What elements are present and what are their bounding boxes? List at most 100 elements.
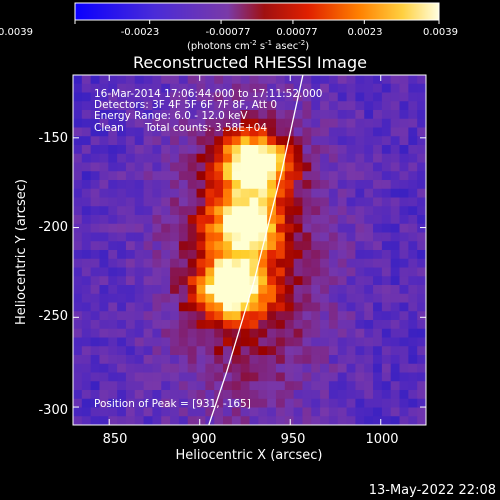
heatmap-cell	[355, 223, 365, 234]
heatmap-cell	[196, 302, 206, 312]
heatmap-cell	[214, 258, 224, 269]
heatmap-cell	[205, 372, 215, 382]
heatmap-cell	[134, 153, 145, 164]
heatmap-cell	[408, 136, 418, 146]
heatmap-cell	[81, 320, 92, 330]
heatmap-cell	[231, 215, 242, 225]
heatmap-cell	[302, 407, 312, 417]
heatmap-cell	[161, 188, 171, 199]
heatmap-cell	[81, 407, 92, 417]
heatmap-cell	[170, 101, 180, 111]
heatmap-cell	[275, 83, 286, 94]
heatmap-cell	[284, 363, 295, 374]
heatmap-cell	[73, 311, 83, 321]
heatmap-cell	[267, 390, 277, 400]
heatmap-cell	[381, 197, 392, 207]
heatmap-cell	[390, 355, 401, 365]
heatmap-cell	[346, 320, 356, 330]
heatmap-cell	[170, 302, 180, 312]
heatmap-cell	[408, 258, 418, 269]
heatmap-cell	[293, 118, 304, 129]
heatmap-cell	[231, 381, 242, 391]
heatmap-cell	[196, 250, 206, 260]
heatmap-cell	[408, 337, 418, 347]
heatmap-cell	[214, 171, 224, 181]
heatmap-cell	[187, 346, 198, 356]
heatmap-cell	[355, 162, 365, 172]
heatmap-cell	[364, 110, 374, 120]
heatmap-cell	[125, 320, 136, 330]
heatmap-cell	[417, 127, 426, 137]
heatmap-cell	[205, 180, 215, 190]
heatmap-cell	[337, 285, 348, 295]
heatmap-cell	[231, 416, 242, 425]
heatmap-cell	[284, 232, 295, 242]
heatmap-cell	[223, 83, 233, 94]
heatmap-cell	[231, 390, 242, 400]
heatmap-cell	[390, 223, 401, 234]
heatmap-cell	[178, 215, 189, 225]
heatmap-cell	[143, 320, 154, 330]
heatmap-cell	[99, 118, 109, 129]
heatmap-cell	[258, 101, 268, 111]
heatmap-cell	[381, 232, 392, 242]
heatmap-cell	[99, 232, 109, 242]
heatmap-cell	[99, 258, 109, 269]
heatmap-cell	[134, 223, 145, 234]
heatmap-cell	[223, 188, 233, 199]
heatmap-cell	[231, 398, 242, 409]
heatmap-cell	[108, 215, 118, 225]
heatmap-cell	[205, 75, 215, 85]
heatmap-cell	[143, 197, 154, 207]
heatmap-cell	[284, 197, 295, 207]
heatmap-cell	[390, 285, 401, 295]
heatmap-cell	[320, 337, 330, 347]
heatmap-cell	[134, 180, 145, 190]
heatmap-cell	[99, 390, 109, 400]
heatmap-cell	[178, 127, 189, 137]
heatmap-cell	[187, 285, 198, 295]
heatmap-cell	[408, 223, 418, 234]
heatmap-cell	[355, 363, 365, 374]
heatmap-cell	[143, 206, 154, 216]
heatmap-cell	[196, 197, 206, 207]
heatmap-cell	[373, 372, 383, 382]
heatmap-cell	[196, 407, 206, 417]
heatmap-cell	[302, 223, 312, 234]
heatmap-cell	[152, 153, 162, 164]
heatmap-cell	[205, 171, 215, 181]
heatmap-cell	[390, 197, 401, 207]
heatmap-cell	[125, 302, 136, 312]
heatmap-cell	[152, 398, 162, 409]
heatmap-cell	[117, 232, 127, 242]
heatmap-cell	[328, 372, 339, 382]
heatmap-cell	[187, 136, 198, 146]
heatmap-cell	[267, 223, 277, 234]
heatmap-cell	[143, 110, 154, 120]
heatmap-cell	[205, 127, 215, 137]
heatmap-cell	[134, 258, 145, 269]
heatmap-cell	[249, 320, 259, 330]
heatmap-cell	[258, 267, 268, 277]
heatmap-cell	[390, 215, 401, 225]
heatmap-cell	[408, 110, 418, 120]
heatmap-cell	[399, 197, 409, 207]
heatmap-cell	[390, 188, 401, 199]
heatmap-cell	[178, 328, 189, 339]
heatmap-cell	[267, 197, 277, 207]
heatmap-cell	[205, 267, 215, 277]
heatmap-cell	[364, 311, 374, 321]
heatmap-cell	[152, 407, 162, 417]
heatmap-cell	[408, 197, 418, 207]
heatmap-cell	[134, 267, 145, 277]
heatmap-cell	[346, 363, 356, 374]
heatmap-cell	[258, 250, 268, 260]
heatmap-cell	[170, 110, 180, 120]
heatmap-cell	[373, 241, 383, 251]
heatmap-cell	[320, 355, 330, 365]
heatmap-cell	[249, 92, 259, 102]
heatmap-cell	[364, 302, 374, 312]
heatmap-cell	[170, 311, 180, 321]
heatmap-cell	[364, 153, 374, 164]
chart-title: Reconstructed RHESSI Image	[133, 53, 367, 72]
